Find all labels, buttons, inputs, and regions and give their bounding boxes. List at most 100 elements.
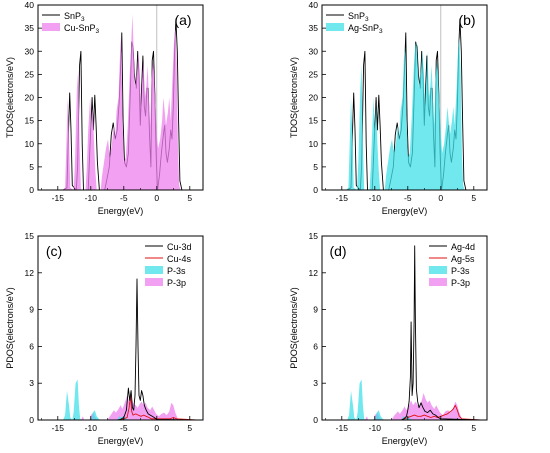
x-tick-label: 5 — [471, 193, 476, 203]
legend-entry: Cu-3d — [167, 242, 192, 252]
y-tick-label: 5 — [29, 162, 34, 172]
x-tick-label: 0 — [154, 423, 159, 433]
series-line-ag-4d — [328, 245, 481, 420]
x-tick-label: -15 — [336, 193, 349, 203]
legend-entry: Ag-5s — [451, 254, 475, 264]
panel-label: (c) — [46, 243, 62, 259]
series-area-cu-snp3 — [62, 14, 181, 190]
legend-entry: Ag-4d — [451, 242, 475, 252]
y-tick-label: 0 — [313, 415, 318, 425]
chart-panel: -15 -10 -5 0 5 0 3 6 9 12 15 Energy(eV) PDOS(electro… — [5, 231, 204, 446]
series-area-p-3p — [80, 395, 180, 420]
plot-frame — [321, 235, 488, 421]
y-tick-label: 0 — [313, 185, 318, 195]
series-area-p-3s — [347, 379, 413, 420]
y-tick-label: 40 — [25, 0, 35, 10]
y-tick-label: 20 — [309, 93, 319, 103]
y-tick-label: 10 — [309, 139, 319, 149]
x-axis-label: Energy(eV) — [98, 206, 144, 216]
y-tick-label: 0 — [29, 415, 34, 425]
x-tick-label: 5 — [471, 423, 476, 433]
legend-entry: P-3p — [167, 278, 186, 288]
y-tick-label: 9 — [29, 305, 34, 315]
y-tick-label: 30 — [25, 46, 35, 56]
legend-entry: Cu-4s — [167, 254, 192, 264]
y-tick-label: 12 — [309, 268, 319, 278]
y-axis-label: TDOS(electrons/eV) — [289, 57, 299, 138]
x-tick-label: -5 — [120, 423, 128, 433]
y-tick-label: 6 — [29, 341, 34, 351]
x-tick-label: -5 — [404, 193, 412, 203]
x-tick-label: -10 — [369, 193, 382, 203]
chart-panel: -15 -10 -5 0 5 0 5 10 15 20 25 30 35 40 Energy(eV) TDOS… — [289, 0, 488, 216]
x-tick-label: 0 — [438, 193, 443, 203]
x-tick-label: -10 — [85, 193, 98, 203]
x-tick-label: -10 — [85, 423, 98, 433]
y-tick-label: 35 — [309, 23, 319, 33]
legend-swatch — [429, 278, 447, 286]
chart-panel: -15 -10 -5 0 5 0 3 6 9 12 15 Energy(eV) PDOS(electro… — [289, 231, 488, 446]
x-tick-label: -15 — [52, 193, 65, 203]
series-line-cu-4s — [44, 395, 197, 420]
y-axis-label: PDOS(electrons/eV) — [289, 287, 299, 369]
legend-entry: P-3s — [167, 266, 186, 276]
x-tick-label: -10 — [369, 423, 382, 433]
panel-label: (b) — [458, 12, 475, 28]
y-tick-label: 9 — [313, 305, 318, 315]
y-tick-label: 30 — [309, 46, 319, 56]
y-tick-label: 15 — [309, 231, 319, 241]
series-area-ag-snp3 — [345, 37, 465, 190]
legend-entry: Ag-SnP3 — [348, 23, 383, 35]
x-axis-label: Energy(eV) — [382, 206, 428, 216]
plot-frame — [37, 235, 204, 421]
legend-entry: SnP3 — [64, 11, 85, 23]
y-tick-label: 6 — [313, 341, 318, 351]
plot-area — [328, 245, 481, 420]
legend-entry: P-3s — [451, 266, 470, 276]
plot-area — [345, 5, 467, 190]
plot-area — [62, 5, 183, 190]
legend-swatch — [326, 23, 344, 31]
y-tick-label: 10 — [25, 139, 35, 149]
y-tick-label: 3 — [29, 378, 34, 388]
y-tick-label: 0 — [29, 185, 34, 195]
y-axis-label: TDOS(electrons/eV) — [5, 57, 15, 138]
x-axis-label: Energy(eV) — [382, 436, 428, 446]
legend: Cu-3d Cu-4s P-3s P-3p — [145, 242, 192, 288]
legend-entry: Cu-SnP3 — [64, 23, 100, 35]
y-tick-label: 5 — [313, 162, 318, 172]
series-area-p-3s — [63, 379, 129, 420]
legend-swatch — [429, 266, 447, 274]
legend-swatch — [145, 278, 163, 286]
panel-label: (d) — [329, 243, 346, 259]
x-axis-label: Energy(eV) — [98, 436, 144, 446]
x-tick-label: 0 — [154, 193, 159, 203]
y-tick-label: 25 — [309, 69, 319, 79]
x-tick-label: -5 — [404, 423, 412, 433]
x-tick-label: -5 — [120, 193, 128, 203]
legend-swatch — [145, 266, 163, 274]
y-tick-label: 20 — [25, 93, 35, 103]
legend-entry: SnP3 — [348, 11, 369, 23]
series-line-ag-5s — [328, 404, 481, 420]
x-tick-label: 5 — [187, 423, 192, 433]
legend-entry: P-3p — [451, 278, 470, 288]
y-tick-label: 40 — [309, 0, 319, 10]
y-tick-label: 25 — [25, 69, 35, 79]
series-area-p-3p — [364, 393, 464, 420]
y-tick-label: 15 — [25, 116, 35, 126]
x-tick-label: 5 — [187, 193, 192, 203]
y-tick-label: 3 — [313, 378, 318, 388]
plot-area — [44, 278, 197, 420]
series-line-cu-3d — [44, 278, 197, 420]
y-tick-label: 35 — [25, 23, 35, 33]
y-tick-label: 12 — [25, 268, 35, 278]
legend-swatch — [42, 23, 60, 31]
x-tick-label: 0 — [438, 423, 443, 433]
y-axis-label: PDOS(electrons/eV) — [5, 287, 15, 369]
x-tick-label: -15 — [52, 423, 65, 433]
chart-panel: -15 -10 -5 0 5 0 5 10 15 20 25 30 35 40 Energy(eV) TDOS… — [5, 0, 204, 216]
